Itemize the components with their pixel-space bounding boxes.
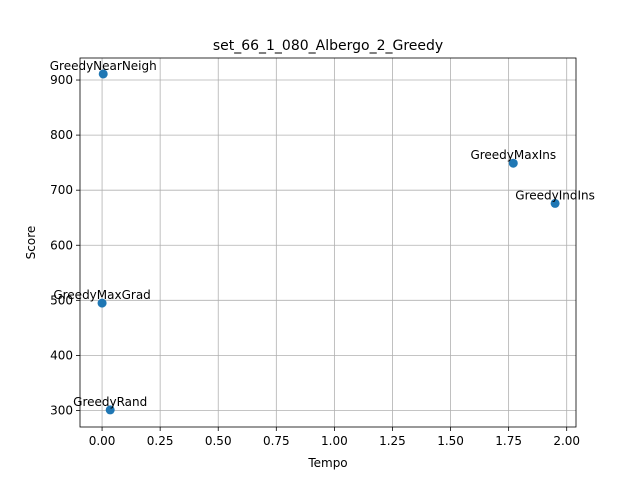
data-point-label: GreedyIndIns: [515, 188, 595, 202]
y-tick-label: 300: [50, 403, 73, 417]
x-axis-label: Tempo: [307, 456, 347, 470]
x-tick-label: 0.00: [89, 434, 116, 448]
data-labels: GreedyNearNeigh GreedyMaxIns GreedyIndIns G…: [50, 59, 595, 409]
y-tick-label: 900: [50, 73, 73, 87]
data-point: [508, 158, 518, 168]
data-point-label: GreedyMaxGrad: [53, 288, 150, 302]
axis-ticks: 0.00 0.25 0.50 0.75 1.00 1.25 1.50 1.75 2.00 300 4…: [50, 73, 580, 448]
grid-lines: [80, 58, 576, 427]
plot-frame: [79, 57, 577, 428]
x-tick-label: 1.00: [321, 434, 348, 448]
x-tick-label: 0.75: [263, 434, 290, 448]
x-tick-label: 1.50: [437, 434, 464, 448]
y-axis-label: Score: [24, 226, 38, 260]
data-point-label: GreedyNearNeigh: [50, 59, 157, 73]
x-tick-label: 1.75: [495, 434, 522, 448]
data-points: [97, 69, 560, 415]
data-point-label: GreedyMaxIns: [470, 148, 556, 162]
data-point: [98, 69, 108, 79]
data-point: [550, 198, 560, 208]
data-point-label: GreedyRand: [73, 395, 147, 409]
chart-title: set_66_1_080_Albergo_2_Greedy: [213, 38, 443, 54]
y-tick-label: 500: [50, 293, 73, 307]
x-tick-label: 0.50: [205, 434, 232, 448]
data-point: [97, 298, 107, 308]
x-tick-label: 1.25: [379, 434, 406, 448]
y-tick-label: 600: [50, 238, 73, 252]
data-point: [105, 405, 115, 415]
x-tick-label: 2.00: [553, 434, 580, 448]
y-tick-label: 700: [50, 183, 73, 197]
y-tick-label: 800: [50, 128, 73, 142]
x-tick-label: 0.25: [147, 434, 174, 448]
y-tick-label: 400: [50, 348, 73, 362]
